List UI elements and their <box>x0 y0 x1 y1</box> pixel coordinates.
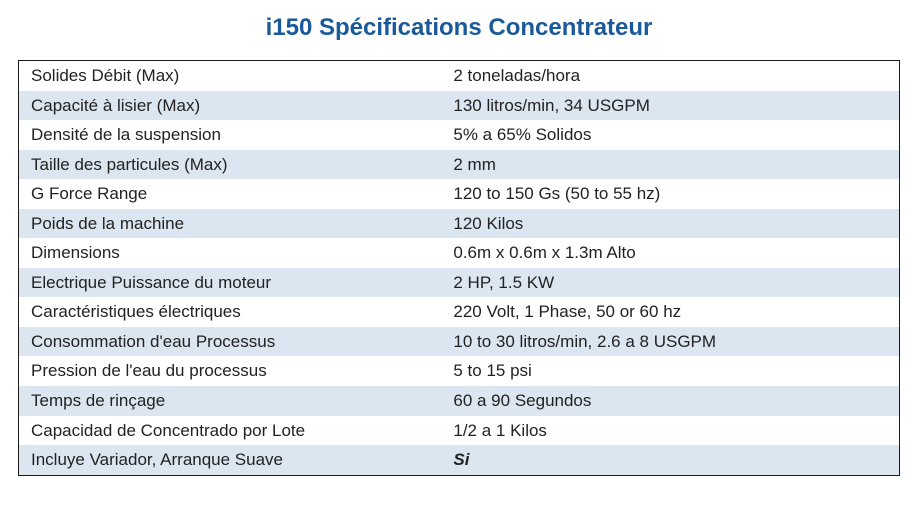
spec-label: Capacidad de Concentrado por Lote <box>19 416 442 446</box>
spec-label: Electrique Puissance du moteur <box>19 268 442 298</box>
spec-label: Solides Débit (Max) <box>19 61 442 91</box>
table-row: Densité de la suspension5% a 65% Solidos <box>19 120 900 150</box>
spec-label: Densité de la suspension <box>19 120 442 150</box>
spec-value: 120 to 150 Gs (50 to 55 hz) <box>441 179 899 209</box>
spec-value: 10 to 30 litros/min, 2.6 a 8 USGPM <box>441 327 899 357</box>
table-row: Temps de rinçage60 a 90 Segundos <box>19 386 900 416</box>
spec-label: Pression de l'eau du processus <box>19 356 442 386</box>
spec-value: 5% a 65% Solidos <box>441 120 899 150</box>
spec-value: 2 mm <box>441 150 899 180</box>
spec-label: Temps de rinçage <box>19 386 442 416</box>
spec-label: Dimensions <box>19 238 442 268</box>
spec-value: Si <box>441 445 899 475</box>
spec-value: 130 litros/min, 34 USGPM <box>441 91 899 121</box>
table-row: Poids de la machine120 Kilos <box>19 209 900 239</box>
table-row: Incluye Variador, Arranque SuaveSi <box>19 445 900 475</box>
table-row: Dimensions0.6m x 0.6m x 1.3m Alto <box>19 238 900 268</box>
spec-label: Taille des particules (Max) <box>19 150 442 180</box>
spec-label: Capacité à lisier (Max) <box>19 91 442 121</box>
spec-table-body: Solides Débit (Max)2 toneladas/horaCapac… <box>19 61 900 476</box>
spec-label: Consommation d'eau Processus <box>19 327 442 357</box>
table-row: Capacidad de Concentrado por Lote1/2 a 1… <box>19 416 900 446</box>
spec-value: 2 toneladas/hora <box>441 61 899 91</box>
table-row: Consommation d'eau Processus10 to 30 lit… <box>19 327 900 357</box>
table-row: Electrique Puissance du moteur2 HP, 1.5 … <box>19 268 900 298</box>
spec-value: 1/2 a 1 Kilos <box>441 416 899 446</box>
spec-value: 60 a 90 Segundos <box>441 386 899 416</box>
table-row: Solides Débit (Max)2 toneladas/hora <box>19 61 900 91</box>
table-row: Taille des particules (Max)2 mm <box>19 150 900 180</box>
spec-value: 0.6m x 0.6m x 1.3m Alto <box>441 238 899 268</box>
spec-label: Caractéristiques électriques <box>19 297 442 327</box>
spec-value: 5 to 15 psi <box>441 356 899 386</box>
spec-value: 220 Volt, 1 Phase, 50 or 60 hz <box>441 297 899 327</box>
table-row: Caractéristiques électriques220 Volt, 1 … <box>19 297 900 327</box>
spec-value: 120 Kilos <box>441 209 899 239</box>
spec-label: Poids de la machine <box>19 209 442 239</box>
spec-label: G Force Range <box>19 179 442 209</box>
table-row: Pression de l'eau du processus5 to 15 ps… <box>19 356 900 386</box>
spec-value: 2 HP, 1.5 KW <box>441 268 899 298</box>
spec-label: Incluye Variador, Arranque Suave <box>19 445 442 475</box>
spec-table: Solides Débit (Max)2 toneladas/horaCapac… <box>18 60 900 476</box>
page-title: i150 Spécifications Concentrateur <box>18 14 900 42</box>
table-row: G Force Range120 to 150 Gs (50 to 55 hz) <box>19 179 900 209</box>
table-row: Capacité à lisier (Max)130 litros/min, 3… <box>19 91 900 121</box>
